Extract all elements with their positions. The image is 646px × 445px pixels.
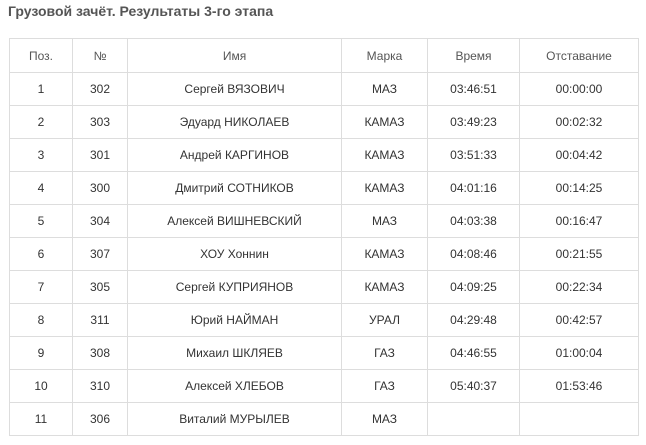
- table-cell: 310: [72, 369, 128, 403]
- table-cell: 304: [72, 204, 128, 238]
- table-cell: 306: [72, 402, 128, 436]
- table-cell: Сергей ВЯЗОВИЧ: [127, 72, 342, 106]
- table-cell: КАМАЗ: [341, 138, 428, 172]
- table-cell: Сергей КУПРИЯНОВ: [127, 270, 342, 304]
- table-cell: УРАЛ: [341, 303, 428, 337]
- table-row: 11 306 Виталий МУРЫЛЕВ МАЗ: [9, 402, 639, 436]
- table-cell: Юрий НАЙМАН: [127, 303, 342, 337]
- table-cell: 04:03:38: [427, 204, 520, 238]
- table-cell: МАЗ: [341, 72, 428, 106]
- table-cell: 305: [72, 270, 128, 304]
- table-cell: 301: [72, 138, 128, 172]
- table-cell: 01:53:46: [519, 369, 639, 403]
- table-cell: Алексей ХЛЕБОВ: [127, 369, 342, 403]
- table-cell: 2: [9, 105, 73, 139]
- table-cell: 00:22:34: [519, 270, 639, 304]
- table-cell: 10: [9, 369, 73, 403]
- column-header: Марка: [341, 38, 428, 73]
- table-cell: 05:40:37: [427, 369, 520, 403]
- table-row: 3 301 Андрей КАРГИНОВ КАМАЗ 03:51:33 00:04:42: [9, 138, 639, 172]
- table-cell: Дмитрий СОТНИКОВ: [127, 171, 342, 205]
- table-cell: КАМАЗ: [341, 270, 428, 304]
- table-cell: 302: [72, 72, 128, 106]
- table-cell: Андрей КАРГИНОВ: [127, 138, 342, 172]
- table-row: 6 307 ХОУ Хоннин КАМАЗ 04:08:46 00:21:55: [9, 237, 639, 271]
- table-cell: МАЗ: [341, 204, 428, 238]
- column-header: Отставание: [519, 38, 639, 73]
- table-cell: 04:08:46: [427, 237, 520, 271]
- table-cell: 03:46:51: [427, 72, 520, 106]
- table-cell: 303: [72, 105, 128, 139]
- column-header: Поз.: [9, 38, 73, 73]
- table-row: 8 311 Юрий НАЙМАН УРАЛ 04:29:48 00:42:57: [9, 303, 639, 337]
- table-cell: КАМАЗ: [341, 171, 428, 205]
- table-cell: 00:16:47: [519, 204, 639, 238]
- table-row: 1 302 Сергей ВЯЗОВИЧ МАЗ 03:46:51 00:00:00: [9, 72, 639, 106]
- table-cell: 1: [9, 72, 73, 106]
- page-title: Грузовой зачёт. Результаты 3-го этапа: [8, 3, 274, 19]
- header-row: Поз. № Имя Марка Время Отставание: [9, 38, 639, 73]
- table-cell: Виталий МУРЫЛЕВ: [127, 402, 342, 436]
- empty-cell: [519, 402, 639, 436]
- table-cell: Михаил ШКЛЯЕВ: [127, 336, 342, 370]
- table-cell: Алексей ВИШНЕВСКИЙ: [127, 204, 342, 238]
- table-cell: 311: [72, 303, 128, 337]
- table-cell: 03:51:33: [427, 138, 520, 172]
- table-cell: 00:42:57: [519, 303, 639, 337]
- table-cell: 00:02:32: [519, 105, 639, 139]
- table-cell: 04:46:55: [427, 336, 520, 370]
- table-cell: 00:04:42: [519, 138, 639, 172]
- table-cell: КАМАЗ: [341, 105, 428, 139]
- table-cell: 03:49:23: [427, 105, 520, 139]
- table-cell: ХОУ Хоннин: [127, 237, 342, 271]
- table-cell: 00:21:55: [519, 237, 639, 271]
- table-cell: ГАЗ: [341, 369, 428, 403]
- column-header: Время: [427, 38, 520, 73]
- results-table: Поз. № Имя Марка Время Отставание 1 302 Сергей …: [9, 38, 639, 436]
- table-cell: 01:00:04: [519, 336, 639, 370]
- table-cell: 04:09:25: [427, 270, 520, 304]
- table-cell: 9: [9, 336, 73, 370]
- table-cell: Эдуард НИКОЛАЕВ: [127, 105, 342, 139]
- table-row: 9 308 Михаил ШКЛЯЕВ ГАЗ 04:46:55 01:00:04: [9, 336, 639, 370]
- table-cell: 4: [9, 171, 73, 205]
- column-header: Имя: [127, 38, 342, 73]
- table-cell: 04:01:16: [427, 171, 520, 205]
- column-header: №: [72, 38, 128, 73]
- table-cell: 300: [72, 171, 128, 205]
- table-cell: 3: [9, 138, 73, 172]
- table-cell: 04:29:48: [427, 303, 520, 337]
- table-row: 4 300 Дмитрий СОТНИКОВ КАМАЗ 04:01:16 00:14:2…: [9, 171, 639, 205]
- table-row: 2 303 Эдуард НИКОЛАЕВ КАМАЗ 03:49:23 00:02:32: [9, 105, 639, 139]
- table-cell: 5: [9, 204, 73, 238]
- table-cell: 6: [9, 237, 73, 271]
- table-row: 5 304 Алексей ВИШНЕВСКИЙ МАЗ 04:03:38 00:16:4…: [9, 204, 639, 238]
- table-cell: 00:14:25: [519, 171, 639, 205]
- table-row: 7 305 Сергей КУПРИЯНОВ КАМАЗ 04:09:25 00:22:3…: [9, 270, 639, 304]
- table-cell: 307: [72, 237, 128, 271]
- empty-cell: [427, 402, 520, 436]
- table-row: 10 310 Алексей ХЛЕБОВ ГАЗ 05:40:37 01:53:46: [9, 369, 639, 403]
- table-cell: 308: [72, 336, 128, 370]
- table-cell: ГАЗ: [341, 336, 428, 370]
- table-cell: МАЗ: [341, 402, 428, 436]
- table-cell: 11: [9, 402, 73, 436]
- table-cell: 7: [9, 270, 73, 304]
- table-cell: 8: [9, 303, 73, 337]
- table-cell: 00:00:00: [519, 72, 639, 106]
- table-cell: КАМАЗ: [341, 237, 428, 271]
